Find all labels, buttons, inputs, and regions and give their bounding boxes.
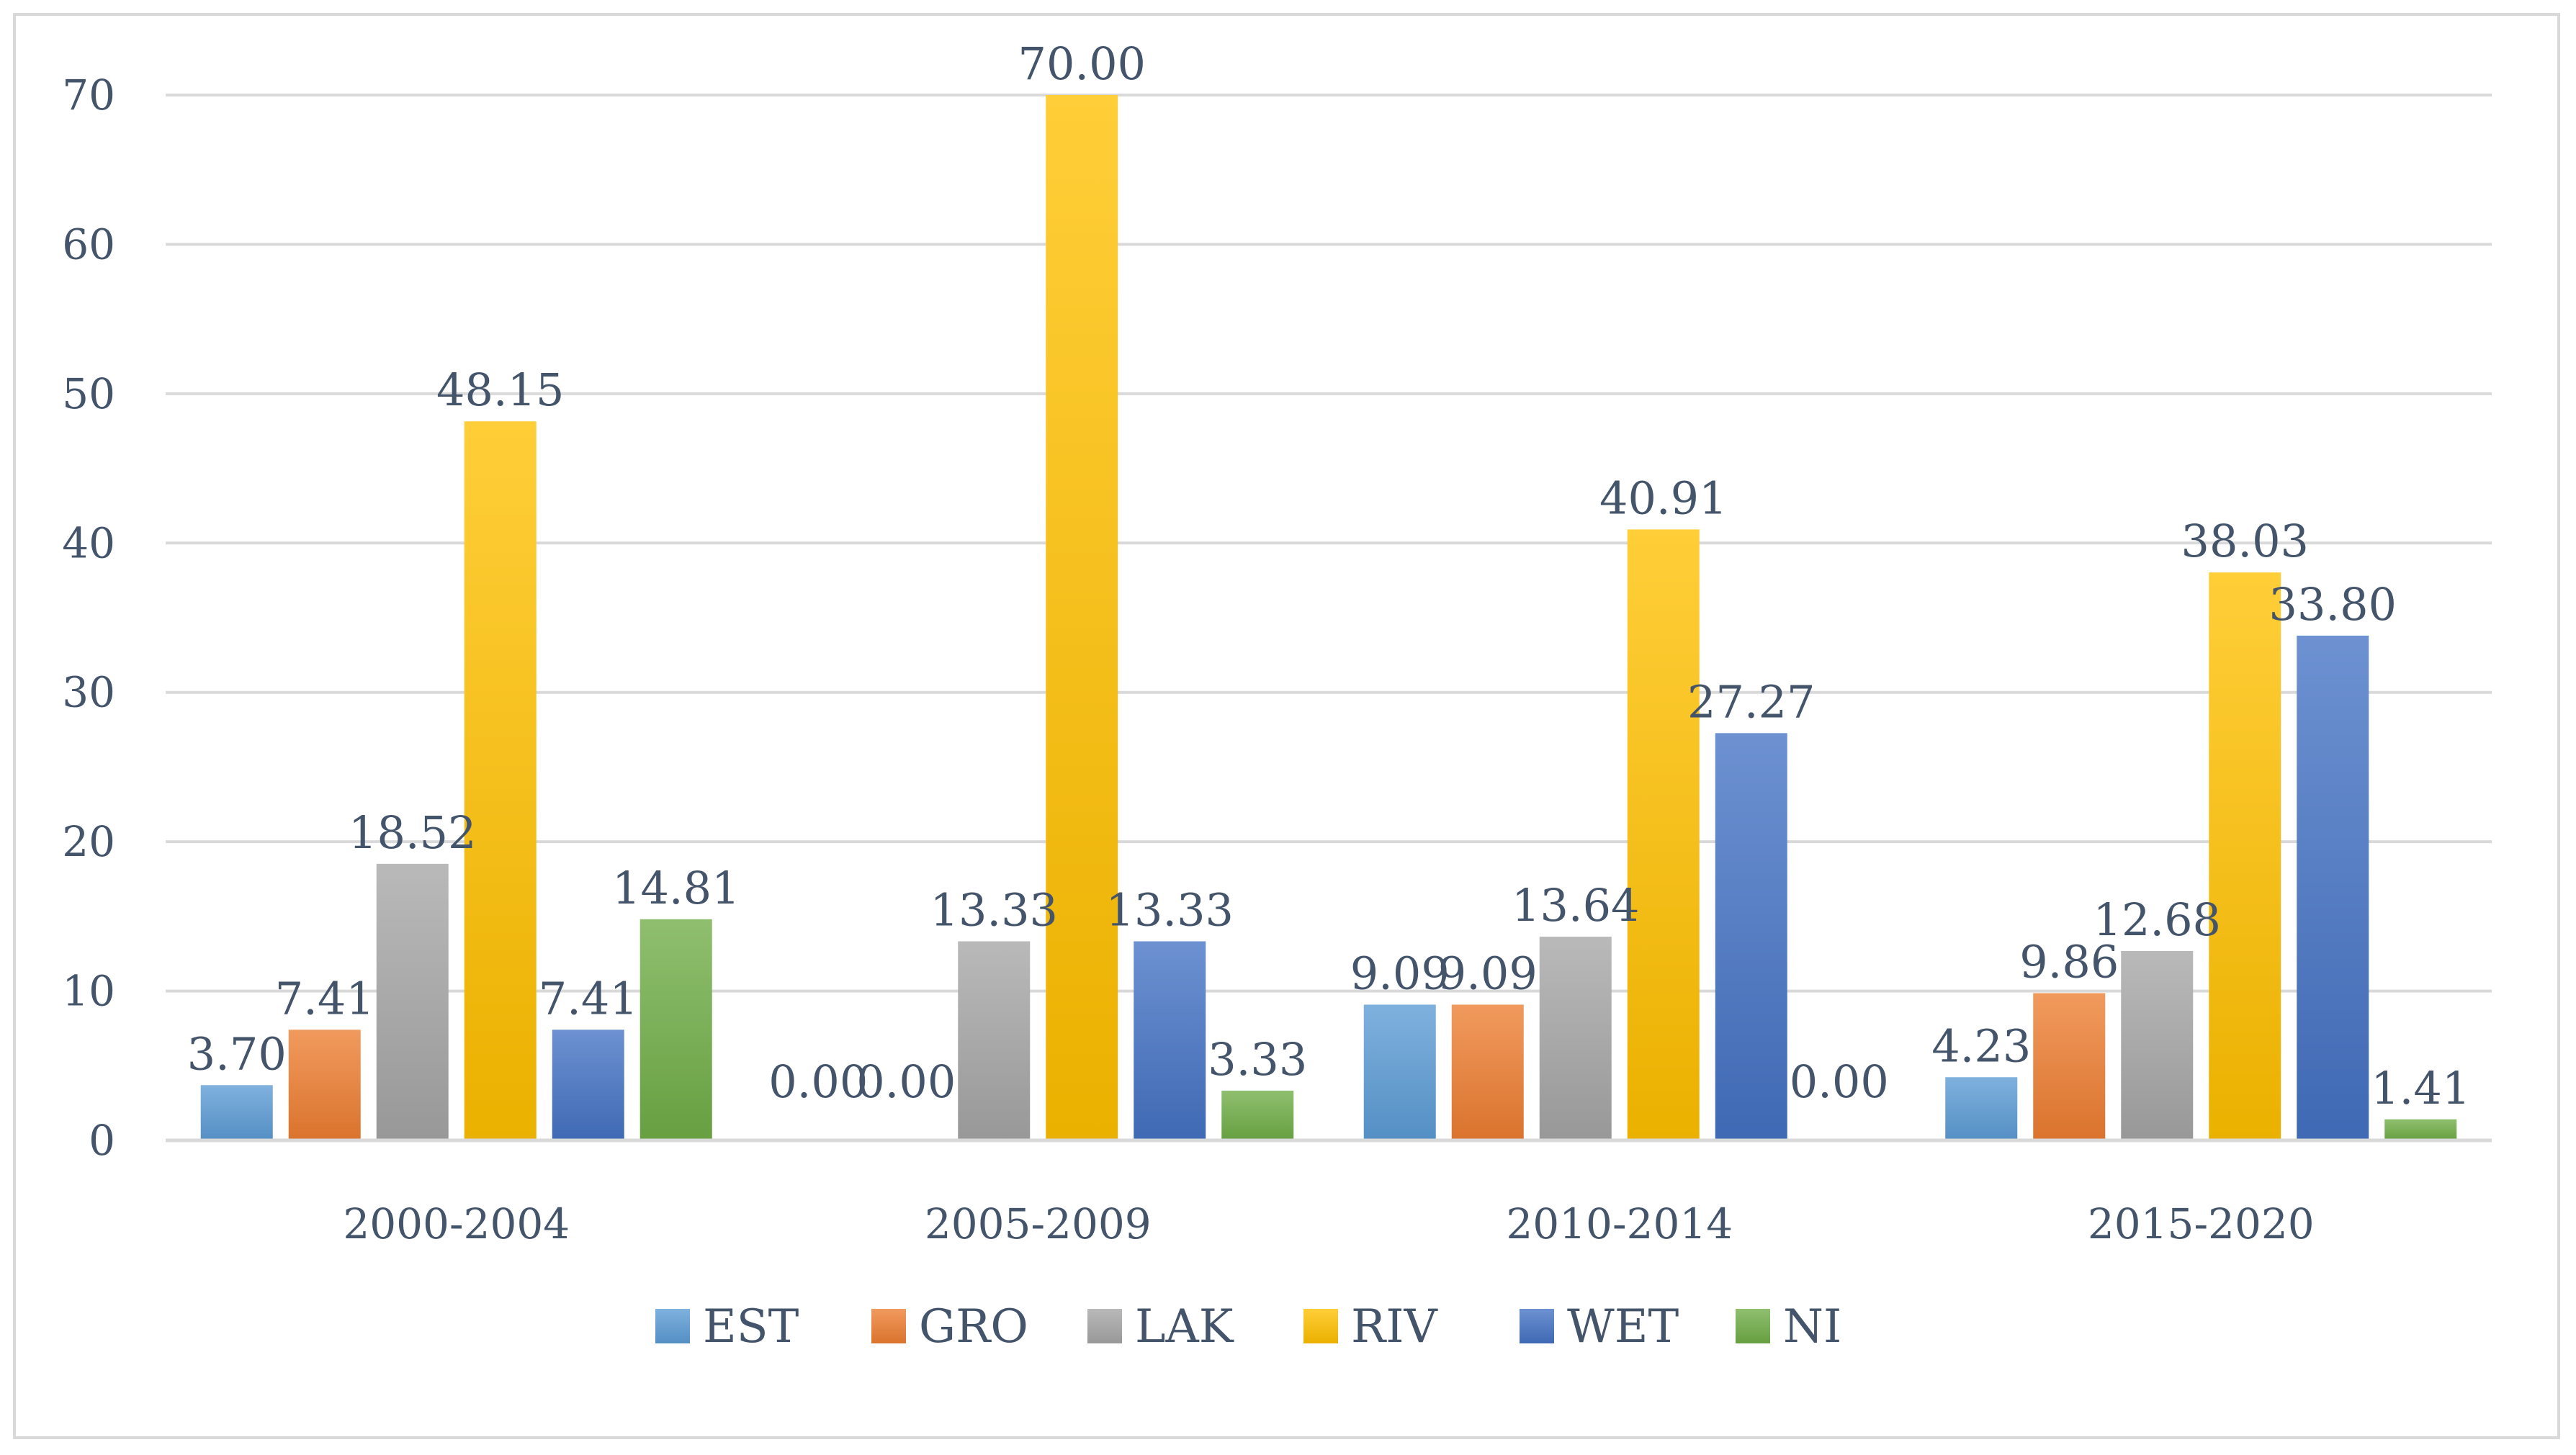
y-tick-label: 0 [89,1116,115,1165]
y-tick-label: 20 [62,817,115,866]
data-labels: 3.707.4118.5248.157.4114.810.000.0013.33… [187,37,2471,1114]
legend-swatch-lak [1087,1309,1122,1343]
data-label: 40.91 [1599,472,1728,524]
data-label: 48.15 [436,364,565,416]
data-label: 7.41 [539,972,638,1024]
bar-gro-2000-2004 [288,1030,361,1140]
data-label: 14.81 [612,862,740,914]
data-label: 4.23 [1931,1019,2031,1072]
data-label: 9.09 [1350,947,1450,999]
bar-lak-2010-2014 [1539,937,1612,1140]
data-label: 13.33 [930,883,1059,936]
bars [200,95,2457,1140]
bar-wet-2000-2004 [552,1030,624,1140]
bar-wet-2015-2020 [2297,635,2369,1140]
bar-lak-2005-2009 [958,941,1031,1140]
data-label: 1.41 [2371,1062,2470,1114]
chart-frame [13,13,2560,1439]
bar-ni-2005-2009 [1221,1090,1294,1140]
bar-est-2000-2004 [200,1085,273,1140]
bar-ni-2000-2004 [639,919,712,1140]
data-label: 0.00 [768,1055,868,1108]
data-label: 0.00 [1790,1055,1889,1108]
bar-riv-2015-2020 [2209,572,2281,1140]
data-label: 9.09 [1438,947,1538,999]
y-tick-label: 60 [62,220,115,269]
legend-label-gro: GRO [919,1300,1028,1353]
legend-label-est: EST [703,1300,799,1353]
legend-swatch-est [655,1309,690,1343]
bar-gro-2010-2014 [1451,1004,1524,1140]
legend-swatch-wet [1520,1309,1554,1343]
x-category-label: 2005-2009 [925,1199,1152,1248]
y-tick-label: 40 [62,518,115,567]
legend-label-ni: NI [1783,1300,1841,1353]
legend-label-wet: WET [1567,1300,1679,1353]
bar-wet-2010-2014 [1715,733,1787,1140]
data-label: 3.70 [187,1027,287,1080]
x-category-label: 2015-2020 [2088,1199,2315,1248]
data-label: 38.03 [2181,515,2310,567]
x-category-label: 2010-2014 [1506,1199,1733,1248]
legend-label-lak: LAK [1135,1300,1234,1353]
y-tick-label: 70 [62,71,115,120]
x-category-label: 2000-2004 [343,1199,570,1248]
data-label: 33.80 [2269,578,2397,631]
bar-est-2010-2014 [1363,1004,1436,1140]
bar-gro-2015-2020 [2033,993,2106,1140]
bar-ni-2015-2020 [2384,1119,2457,1140]
y-axis-ticks: 0 10 20 30 40 50 60 70 [62,71,115,1165]
bar-riv-2005-2009 [1046,95,1118,1140]
legend-swatch-ni [1736,1309,1770,1343]
data-label: 70.00 [1018,37,1146,90]
legend-swatch-riv [1303,1309,1338,1343]
data-label: 12.68 [2093,893,2222,946]
bar-riv-2010-2014 [1627,529,1700,1140]
data-label: 7.41 [275,972,374,1024]
data-label: 0.00 [856,1055,956,1108]
data-label: 18.52 [349,806,477,859]
data-label: 27.27 [1687,675,1816,728]
data-label: 3.33 [1208,1033,1307,1086]
legend-swatch-gro [871,1309,906,1343]
legend-label-riv: RIV [1351,1300,1438,1353]
bar-riv-2000-2004 [464,421,537,1140]
bar-lak-2015-2020 [2121,950,2194,1140]
y-tick-label: 10 [62,967,115,1016]
bar-wet-2005-2009 [1134,941,1206,1140]
y-tick-label: 30 [62,668,115,717]
category-labels: 2000-2004 2005-2009 2010-2014 2015-2020 [343,1199,2314,1248]
data-label: 9.86 [2019,935,2119,988]
bar-lak-2000-2004 [376,863,449,1140]
legend: EST GRO LAK RIV WET NI [655,1300,1841,1353]
data-label: 13.33 [1106,883,1234,936]
y-tick-label: 50 [62,369,115,418]
bar-est-2015-2020 [1945,1077,2018,1140]
gridlines [166,94,2492,993]
data-label: 13.64 [1512,879,1640,932]
